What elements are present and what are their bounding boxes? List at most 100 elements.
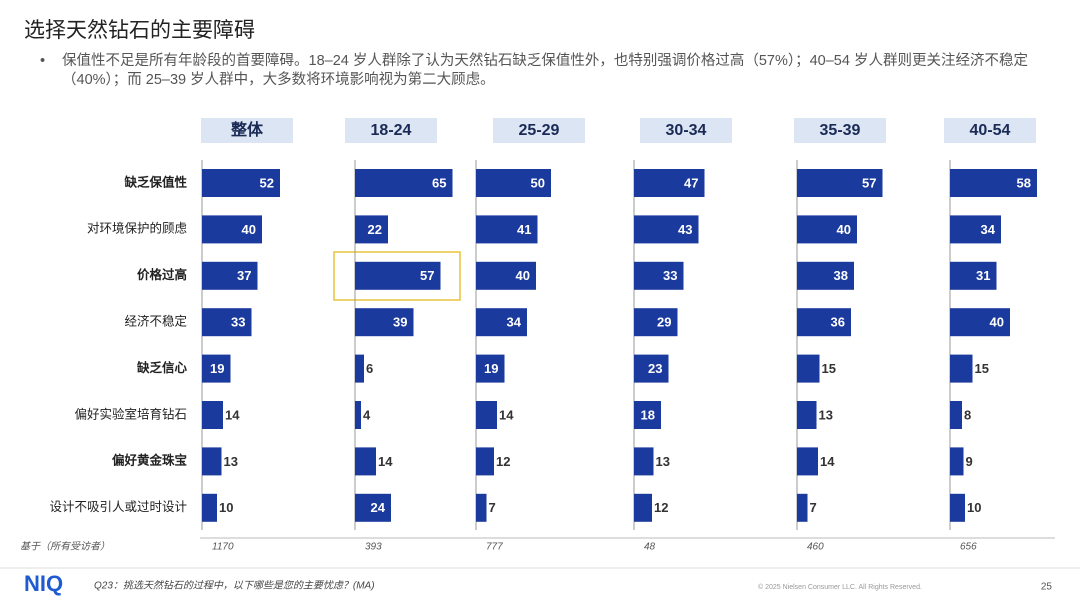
value-label: 14 xyxy=(378,454,393,469)
value-label: 34 xyxy=(507,315,522,330)
chart-title: 35-39 xyxy=(820,122,861,139)
value-label: 4 xyxy=(363,407,371,422)
bar xyxy=(950,215,1001,244)
logo: NIQ xyxy=(24,571,63,596)
bar xyxy=(950,493,965,522)
chart-title: 18-24 xyxy=(371,122,412,139)
bar xyxy=(476,354,505,383)
value-label: 7 xyxy=(489,500,496,515)
value-label: 13 xyxy=(819,407,833,422)
bar xyxy=(355,169,453,197)
value-label: 6 xyxy=(366,361,373,376)
header-box xyxy=(201,118,293,143)
bar xyxy=(202,169,280,197)
value-label: 8 xyxy=(964,407,971,422)
bar xyxy=(950,447,964,476)
value-label: 9 xyxy=(966,454,973,469)
value-label: 14 xyxy=(499,407,514,422)
bar xyxy=(202,215,262,244)
value-label: 15 xyxy=(822,361,836,376)
value-label: 34 xyxy=(981,222,996,237)
bar xyxy=(950,169,1037,197)
bullet-text: 保值性不足是所有年龄段的首要障碍。18–24 岁人群除了认为天然钻石缺乏保值性外… xyxy=(40,52,1072,90)
bar xyxy=(355,447,376,476)
value-label: 22 xyxy=(368,222,382,237)
bar xyxy=(797,354,820,383)
category-label: 偏好实验室培育钻石 xyxy=(74,406,187,421)
base-label: 基于（所有受访者） xyxy=(20,541,110,553)
base-value: 777 xyxy=(486,542,503,553)
value-label: 31 xyxy=(976,268,990,283)
value-label: 36 xyxy=(831,315,845,330)
bar xyxy=(202,493,217,522)
header-box xyxy=(345,118,437,143)
value-label: 12 xyxy=(654,500,668,515)
value-label: 65 xyxy=(432,175,446,190)
value-label: 13 xyxy=(224,454,238,469)
bar xyxy=(476,169,551,197)
header-box xyxy=(794,118,886,143)
value-label: 47 xyxy=(684,175,698,190)
value-label: 40 xyxy=(242,222,256,237)
bar xyxy=(634,215,699,244)
highlight-box xyxy=(333,251,461,301)
value-label: 18 xyxy=(641,407,655,422)
bar xyxy=(797,308,851,337)
category-label: 价格过高 xyxy=(137,267,187,282)
bar xyxy=(202,308,252,337)
category-label: 对环境保护的顾虑 xyxy=(87,221,188,236)
value-label: 41 xyxy=(517,222,531,237)
bar xyxy=(634,447,654,476)
value-label: 50 xyxy=(531,175,545,190)
header-box xyxy=(944,118,1036,143)
bar xyxy=(797,261,854,290)
chart-title: 40-54 xyxy=(970,122,1011,139)
bar xyxy=(797,169,883,197)
bar xyxy=(950,401,962,429)
copyright: © 2025 Nielsen Consumer LLC. All Rights … xyxy=(758,583,922,591)
value-label: 33 xyxy=(231,315,245,330)
bar xyxy=(634,169,705,197)
value-label: 37 xyxy=(237,268,251,283)
bar xyxy=(634,493,652,522)
bar xyxy=(202,261,258,290)
value-label: 40 xyxy=(516,268,530,283)
value-label: 43 xyxy=(678,222,692,237)
category-label: 缺乏保值性 xyxy=(124,174,187,189)
value-label: 19 xyxy=(210,361,224,376)
bar xyxy=(476,493,487,522)
bar xyxy=(355,493,391,522)
value-label: 14 xyxy=(820,454,835,469)
base-value: 48 xyxy=(644,542,656,553)
base-value: 656 xyxy=(960,542,977,553)
value-label: 19 xyxy=(484,361,498,376)
value-label: 52 xyxy=(260,175,274,190)
value-label: 24 xyxy=(371,500,386,515)
bar xyxy=(355,308,414,337)
bar xyxy=(634,261,684,290)
value-label: 40 xyxy=(990,315,1004,330)
base-value: 1170 xyxy=(212,542,234,553)
bar xyxy=(202,447,222,476)
value-label: 7 xyxy=(810,500,817,515)
chart-title: 30-34 xyxy=(666,122,707,139)
value-label: 38 xyxy=(834,268,848,283)
header-box xyxy=(640,118,732,143)
value-label: 14 xyxy=(225,407,240,422)
bar xyxy=(797,493,808,522)
bar xyxy=(355,401,361,429)
category-label: 设计不吸引人或过时设计 xyxy=(49,499,187,514)
bar xyxy=(797,447,818,476)
bar xyxy=(355,215,388,244)
bar xyxy=(950,354,973,383)
bar xyxy=(476,401,497,429)
bar xyxy=(950,308,1010,337)
question: Q23：挑选天然钻石的过程中，以下哪些是您的主要忧虑？(MA) xyxy=(94,580,375,592)
value-label: 15 xyxy=(975,361,989,376)
slide-title: 选择天然钻石的主要障碍 xyxy=(24,19,255,42)
base-value: 460 xyxy=(807,542,824,553)
header-box xyxy=(493,118,585,143)
bar xyxy=(355,261,441,290)
